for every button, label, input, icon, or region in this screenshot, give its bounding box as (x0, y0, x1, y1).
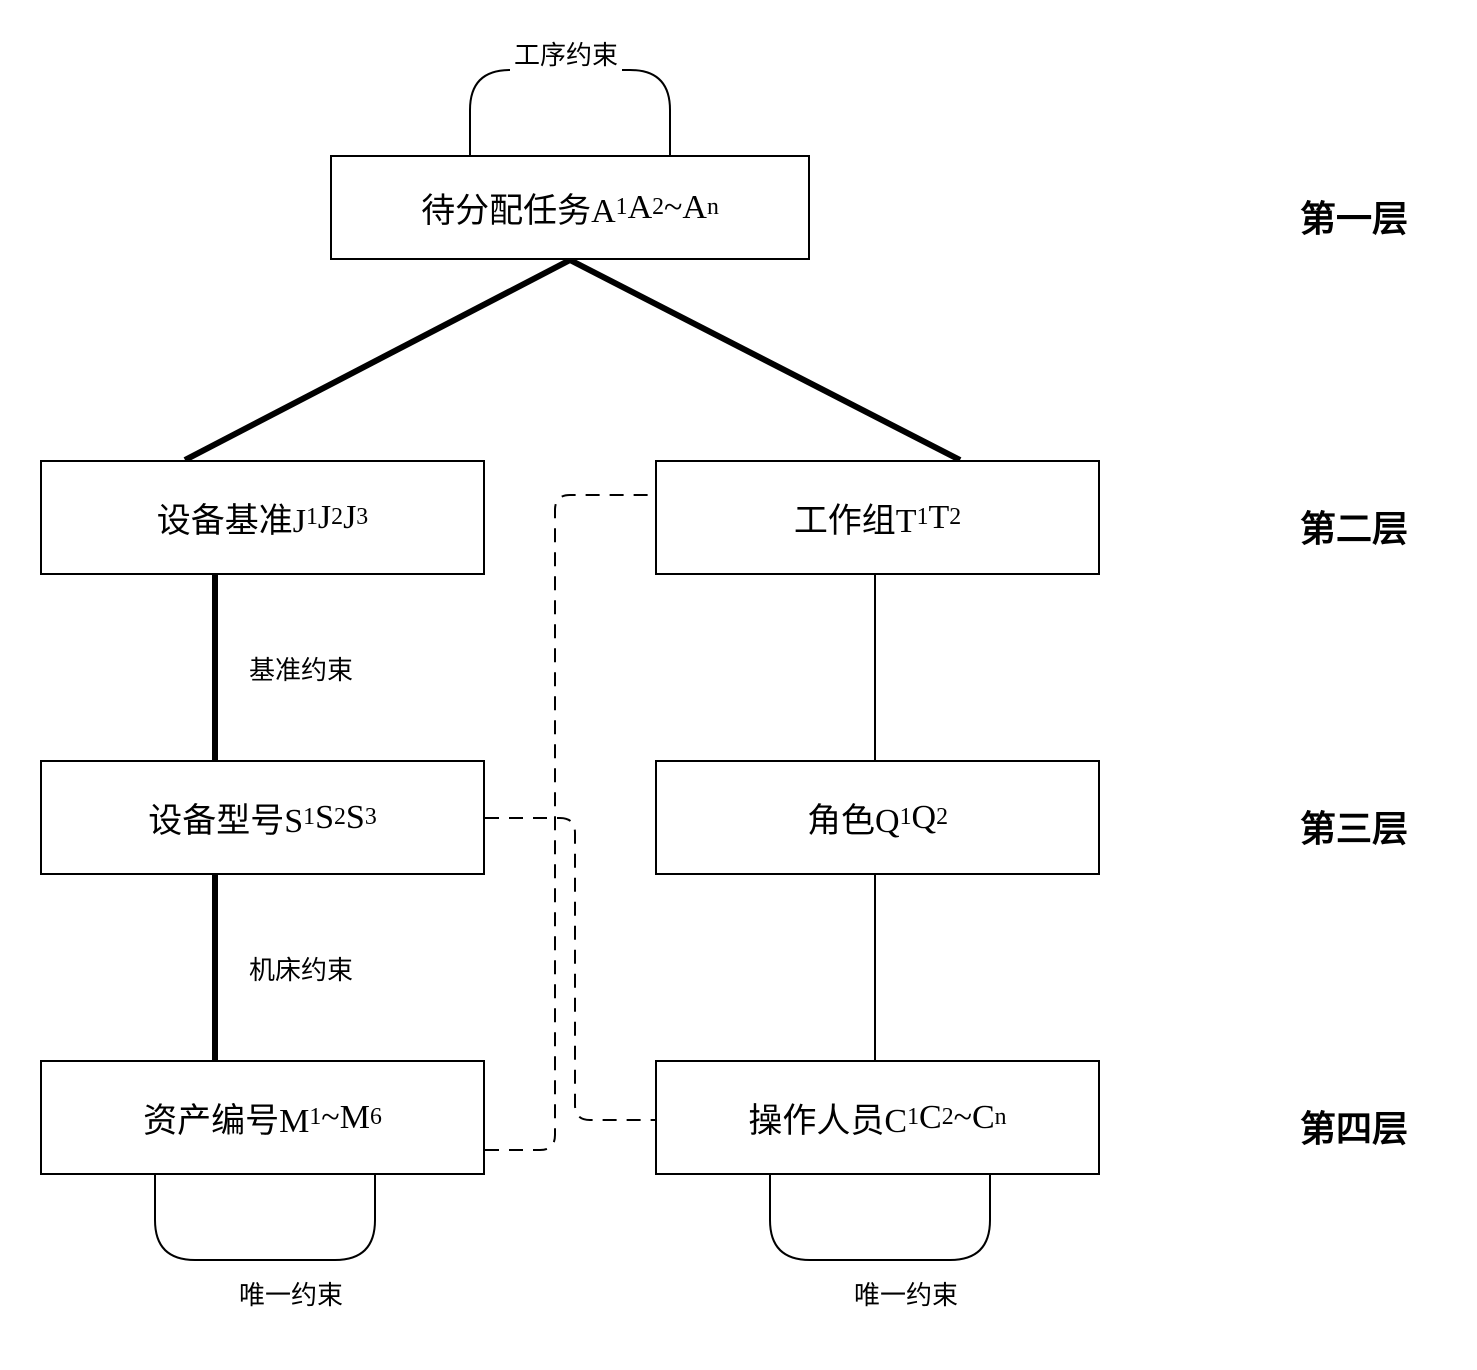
layer-label-4: 第四层 (1300, 1100, 1408, 1152)
hierarchy-diagram: 第一层 第二层 第三层 第四层 待分配任务A1A2~An 设备基准J1J2J3 … (0, 0, 1477, 1370)
edge-label-right4-loop: 唯一约束 (850, 1275, 962, 1312)
edge-label-left4-loop: 唯一约束 (235, 1275, 347, 1312)
node-right4: 操作人员C1C2~Cn (655, 1060, 1100, 1175)
node-left2: 设备基准J1J2J3 (40, 460, 485, 575)
layer-label-1: 第一层 (1300, 190, 1408, 242)
node-left3: 设备型号S1S2S3 (40, 760, 485, 875)
node-left4: 资产编号M1~M6 (40, 1060, 485, 1175)
node-right3: 角色Q1Q2 (655, 760, 1100, 875)
edge-label-root-loop: 工序约束 (510, 35, 622, 72)
node-root: 待分配任务A1A2~An (330, 155, 810, 260)
layer-label-3: 第三层 (1300, 800, 1408, 852)
edge-label-l3-l4: 机床约束 (245, 950, 357, 987)
edge-label-l2-l3: 基准约束 (245, 650, 357, 687)
node-right2: 工作组T1T2 (655, 460, 1100, 575)
layer-label-2: 第二层 (1300, 500, 1408, 552)
